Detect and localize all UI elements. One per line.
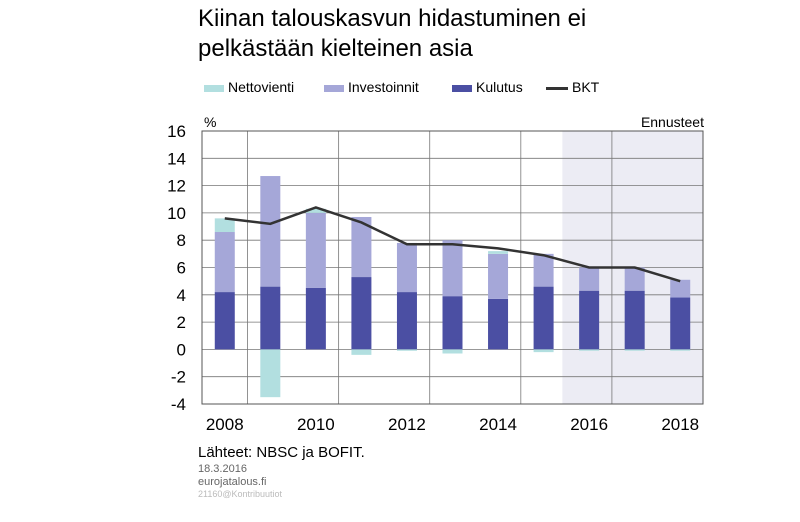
chart-title-line-1: Kiinan talouskasvun hidastuminen ei <box>198 5 587 32</box>
chart-title: Kiinan talouskasvun hidastuminen ei pelk… <box>198 4 586 64</box>
x-tick-label: 2008 <box>206 415 244 434</box>
legend-swatch-net-exports <box>204 84 224 92</box>
bar-consumption-2010 <box>305 287 326 350</box>
bar-consumption-2016 <box>579 290 600 350</box>
legend-label-net-exports: Nettovienti <box>228 79 295 95</box>
legend-item-gdp: BKT <box>546 78 599 96</box>
y-tick-label: 12 <box>167 177 186 196</box>
legend-swatch-gdp <box>546 86 568 90</box>
y-tick-label: 6 <box>177 259 186 278</box>
bar-investment-2015 <box>533 253 554 287</box>
bar-investment-2012 <box>396 242 417 293</box>
legend-swatch-consumption <box>452 84 472 92</box>
bar-investment-2009 <box>260 176 281 287</box>
y-tick-label: 0 <box>177 340 186 359</box>
bar-investment-2016 <box>579 267 600 291</box>
bar-investment-2014 <box>488 253 509 299</box>
bar-consumption-2017 <box>624 290 645 350</box>
bar-consumption-2015 <box>533 286 554 350</box>
y-tick-label: 8 <box>177 231 186 250</box>
y-tick-label: 14 <box>167 149 186 168</box>
forecast-label: Ennusteet <box>641 114 704 130</box>
legend-label-consumption: Kulutus <box>476 79 523 95</box>
y-tick-label: 10 <box>167 204 186 223</box>
bar-consumption-2011 <box>351 277 372 350</box>
bar-consumption-2013 <box>442 296 463 350</box>
bar-net-exports-2015 <box>533 349 554 353</box>
bar-net-exports-2009 <box>260 349 281 398</box>
bar-investment-2018 <box>670 279 691 298</box>
bar-investment-2017 <box>624 267 645 291</box>
x-tick-label: 2018 <box>661 415 699 434</box>
y-tick-label: 16 <box>167 122 186 141</box>
bar-consumption-2009 <box>260 286 281 350</box>
legend-label-gdp: BKT <box>572 79 600 95</box>
bar-net-exports-2016 <box>579 349 600 351</box>
bar-net-exports-2008 <box>214 218 235 233</box>
y-tick-label: 2 <box>177 313 186 332</box>
code-note: 21160@Kontribuutiot <box>198 489 283 499</box>
legend-label-investment: Investoinnit <box>348 79 419 95</box>
bar-net-exports-2014 <box>488 251 509 254</box>
bar-consumption-2018 <box>670 297 691 350</box>
x-tick-label: 2014 <box>479 415 517 434</box>
bar-net-exports-2011 <box>351 349 372 355</box>
bar-investment-2008 <box>214 232 235 293</box>
site-note: eurojatalous.fi <box>198 476 267 488</box>
bar-net-exports-2010 <box>305 208 326 213</box>
bar-consumption-2012 <box>396 292 417 350</box>
legend-item-investment: Investoinnit <box>324 78 419 96</box>
y-tick-label: 4 <box>177 286 186 305</box>
y-unit-label: % <box>204 114 216 130</box>
bar-net-exports-2012 <box>396 349 417 351</box>
legend-item-consumption: Kulutus <box>452 78 523 96</box>
bar-net-exports-2017 <box>624 349 645 351</box>
y-tick-label: -2 <box>171 368 186 387</box>
bar-net-exports-2013 <box>442 349 463 354</box>
legend-item-net-exports: Nettovienti <box>204 78 294 96</box>
bar-investment-2010 <box>305 212 326 288</box>
bar-consumption-2014 <box>488 298 509 350</box>
source-note: Lähteet: NBSC ja BOFIT. <box>198 444 365 461</box>
x-tick-label: 2016 <box>570 415 608 434</box>
bar-investment-2013 <box>442 240 463 297</box>
y-tick-label: -4 <box>171 395 186 414</box>
chart-title-line-2: pelkästään kielteinen asia <box>198 35 473 62</box>
x-tick-label: 2010 <box>297 415 335 434</box>
x-tick-label: 2012 <box>388 415 426 434</box>
legend-swatch-investment <box>324 84 344 92</box>
bar-consumption-2008 <box>214 292 235 350</box>
bar-net-exports-2018 <box>670 349 691 351</box>
plot-border <box>201 130 704 405</box>
date-note: 18.3.2016 <box>198 463 247 475</box>
bar-investment-2011 <box>351 216 372 278</box>
